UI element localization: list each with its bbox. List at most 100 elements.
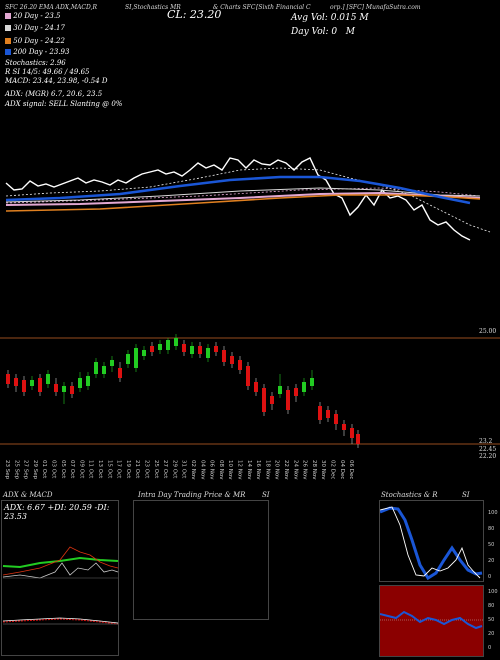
x-date-label: 14 Nov (245, 460, 252, 480)
candle-body (174, 338, 178, 346)
candle-body (22, 380, 26, 392)
candle-body (326, 410, 330, 418)
price-label-b: 22.45 (479, 446, 497, 453)
panel-axis-label: 0 (488, 645, 492, 651)
panel-axis-label: 80 (488, 526, 495, 532)
candle-body (262, 388, 266, 412)
price-label-c: 22.20 (479, 453, 497, 460)
macd-value: MACD: 23.44, 23.98, -0.54 D (5, 77, 108, 85)
candle-body (30, 380, 34, 386)
candle-body (102, 366, 106, 374)
candle-body (158, 344, 162, 350)
candle-body (110, 360, 114, 366)
rsi-value: R SI 14/5: 49.66 / 49.65 (5, 68, 90, 76)
stochastics-si: SI (462, 491, 470, 499)
price-label-upper: 25.00 (479, 328, 497, 335)
x-date-label: 02 Dec (329, 460, 336, 480)
candle-body (142, 350, 146, 356)
company-name: [Sixth Financial C (256, 4, 311, 11)
candle-body (334, 414, 338, 424)
intraday-panel (133, 500, 269, 620)
panel-axis-label: 20 (488, 558, 495, 564)
ema50-swatch (5, 38, 11, 44)
candle-body (190, 346, 194, 354)
x-date-label: 27 Sep (22, 460, 29, 480)
x-date-label: 25 Oct (152, 460, 159, 479)
x-date-label: 07 Oct (69, 460, 76, 479)
ema30-legend: 30 Day - 24.17 (5, 24, 65, 32)
candle-body (86, 376, 90, 386)
stochastics-panel (379, 500, 484, 582)
adx-panel-lines (2, 546, 119, 625)
candle-body (94, 362, 98, 374)
candle-body (318, 406, 322, 420)
panel-axis-label: 80 (488, 603, 495, 609)
candle-body (166, 340, 170, 350)
candle-body (278, 386, 282, 394)
x-date-label: 24 Nov (292, 460, 299, 480)
stoch-panel-lines (379, 506, 483, 581)
ema200-swatch (5, 49, 11, 55)
candle-body (246, 366, 250, 386)
x-date-label: 13 Oct (97, 460, 103, 479)
x-date-label: 21 Oct (134, 460, 141, 479)
candle-body (78, 378, 82, 388)
rsi-panel (379, 585, 484, 657)
candle-body (70, 386, 74, 394)
candle-body (342, 424, 346, 430)
x-date-label: 06 Dec (348, 460, 355, 480)
candle-body (14, 378, 18, 386)
candle-body (238, 360, 242, 370)
ema200-legend: 200 Day - 23.93 (5, 48, 69, 56)
x-date-label: 29 Oct (171, 460, 178, 479)
x-date-label: 03 Oct (50, 460, 57, 479)
candle-body (294, 388, 298, 396)
x-date-label: 23 Oct (143, 460, 150, 479)
candle-body (118, 368, 122, 378)
x-date-label: 05 Oct (59, 460, 66, 479)
x-date-label: 22 Nov (283, 460, 289, 480)
candle-body (62, 386, 66, 392)
x-date-label: 25 Sep (13, 460, 20, 480)
x-date-label: 30 Nov (320, 460, 327, 480)
panel-axis-label: 100 (488, 510, 498, 516)
panel-axis-label: 50 (488, 542, 495, 548)
adx-macd-panel: ADX: 6.67 +DI: 20.59 -DI: 23.53 (1, 500, 119, 656)
adx-value: ADX: (MGR) 6.7, 20.6, 23.5 (5, 90, 103, 98)
x-date-label: 04 Nov (199, 460, 206, 480)
candle-body (54, 384, 58, 392)
candle-body (150, 346, 154, 352)
candle-body (310, 378, 314, 386)
x-date-label: 04 Dec (338, 460, 345, 480)
candle-body (126, 354, 130, 364)
x-date-label: 10 Nov (227, 460, 234, 480)
x-date-label: 12 Nov (236, 460, 243, 480)
avg-volume: Avg Vol: 0.015 M (291, 13, 369, 23)
candle-body (214, 346, 218, 352)
candle-body (206, 348, 210, 358)
x-date-label: 02 Nov (190, 460, 196, 480)
panel-axis-label: 20 (488, 631, 495, 637)
x-date-label: 16 Nov (255, 460, 262, 480)
candle-body (198, 346, 202, 354)
stochastics-title: Stochastics & R (381, 491, 438, 499)
rsi-line (379, 610, 483, 630)
x-date-label: 15 Oct (106, 460, 113, 479)
x-date-label: 31 Oct (180, 460, 187, 479)
ema-dotted-line (5, 167, 491, 233)
x-date-label: 20 Nov (273, 460, 280, 480)
chart-title-right: & Charts SFC (213, 4, 256, 11)
candle-body (286, 390, 290, 410)
ema30-swatch (5, 25, 11, 31)
x-date-label: 27 Oct (162, 460, 169, 479)
x-date-label: 06 Nov (208, 460, 215, 480)
x-date-label: 19 Oct (124, 460, 131, 479)
candles (6, 334, 360, 448)
x-date-label: 18 Nov (264, 460, 271, 480)
chart-title-left: SFC 26.20 EMA ADX,MACD,R (5, 4, 98, 11)
panel-axis-label: 0 (488, 574, 492, 580)
intraday-title: Intra Day Trading Price & MR (138, 491, 246, 499)
candle-body (38, 378, 42, 392)
panel-axis-label: 100 (488, 589, 498, 595)
x-date-label: 28 Nov (310, 460, 317, 480)
